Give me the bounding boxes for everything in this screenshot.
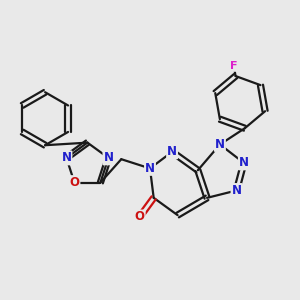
Text: N: N [232,184,242,197]
Text: N: N [145,162,155,175]
Text: N: N [61,152,71,164]
Text: O: O [135,211,145,224]
Text: F: F [230,61,238,71]
Text: N: N [239,156,249,170]
Text: N: N [103,152,113,164]
Text: N: N [215,138,225,151]
Text: O: O [70,176,80,189]
Text: N: N [167,145,177,158]
